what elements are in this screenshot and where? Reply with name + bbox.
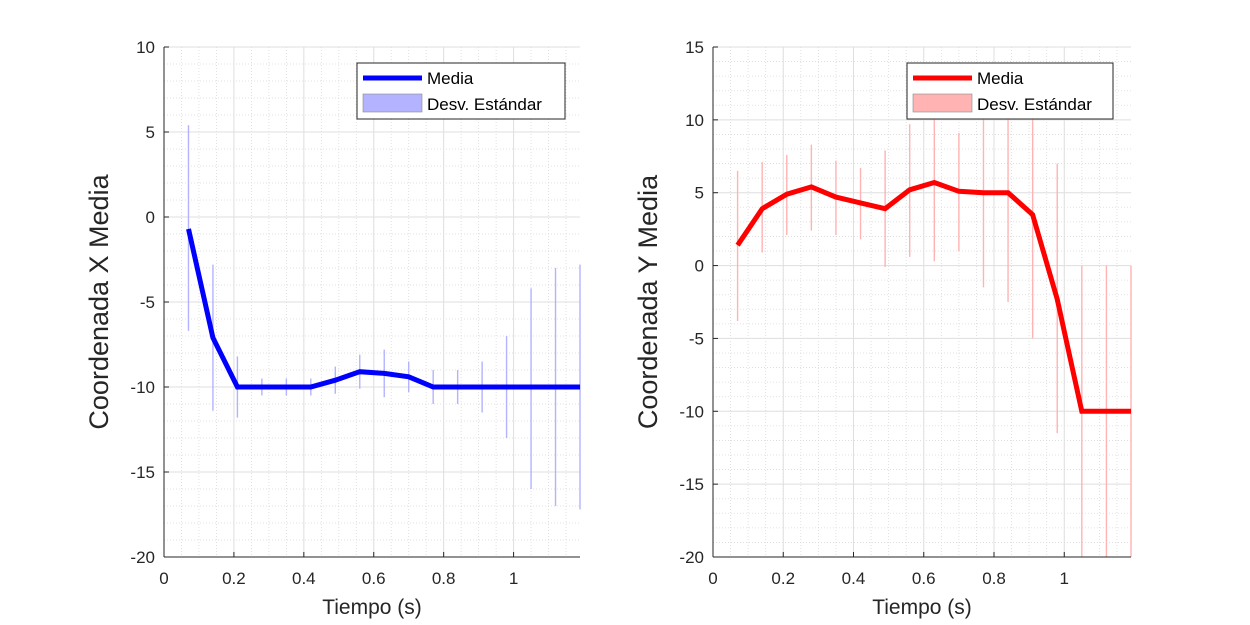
legend-entry-std: Desv. Estándar [427, 95, 542, 114]
x-tick-label: 0.6 [362, 569, 386, 588]
y-tick-label: -10 [130, 378, 155, 397]
y-tick-label: 5 [146, 123, 155, 142]
y-tick-label: -5 [689, 329, 704, 348]
x-axis-label: Tiempo (s) [872, 596, 972, 619]
x-tick-label: 0.4 [842, 569, 866, 588]
x-tick-label: 0.6 [912, 569, 936, 588]
y-tick-label: -15 [130, 463, 155, 482]
y-tick-label: -20 [130, 548, 155, 567]
x-axis-label: Tiempo (s) [322, 596, 422, 619]
y-tick-label: -20 [679, 548, 704, 567]
chart-y-coordinate: 0 0.2 0.4 0.6 0.8 1 -20 -15 -10 -5 0 5 10 15 Tiempo (s… [633, 38, 1132, 619]
y-tick-label: 0 [146, 208, 155, 227]
y-tick-label: -10 [679, 402, 704, 421]
y-tick-label: -5 [140, 293, 155, 312]
legend: Media Desv. Estándar [906, 62, 1114, 120]
y-tick-label: 0 [695, 257, 704, 276]
legend-std-swatch [362, 93, 423, 113]
y-axis-label: Coordenada Y Media [633, 174, 663, 429]
legend: Media Desv. Estándar [356, 62, 566, 120]
x-tick-label: 0 [159, 569, 168, 588]
mean-line [735, 179, 1131, 414]
x-tick-label: 0.2 [222, 569, 246, 588]
y-tick-label: 10 [136, 38, 155, 57]
y-tick-label: 10 [685, 111, 704, 130]
x-tick-label: 1 [1060, 569, 1069, 588]
plot-area [713, 47, 1131, 557]
y-tick-label: 15 [685, 38, 704, 57]
legend-entry-std: Desv. Estándar [977, 95, 1092, 114]
x-tick-label: 0.8 [982, 569, 1006, 588]
legend-entry-mean: Media [427, 69, 474, 88]
x-tick-label: 1 [509, 569, 518, 588]
x-tick-label: 0.2 [771, 569, 795, 588]
chart-x-coordinate: 0 0.2 0.4 0.6 0.8 1 -20 -15 -10 -5 0 5 10 Tiempo (s) C… [84, 38, 581, 619]
legend-std-swatch [912, 93, 973, 113]
y-tick-label: -15 [679, 475, 704, 494]
mean-line [186, 228, 580, 390]
legend-entry-mean: Media [977, 69, 1024, 88]
y-tick-label: 5 [695, 184, 704, 203]
x-tick-label: 0.8 [432, 569, 456, 588]
x-tick-label: 0 [708, 569, 717, 588]
y-axis-label: Coordenada X Media [84, 173, 114, 429]
x-tick-label: 0.4 [292, 569, 316, 588]
